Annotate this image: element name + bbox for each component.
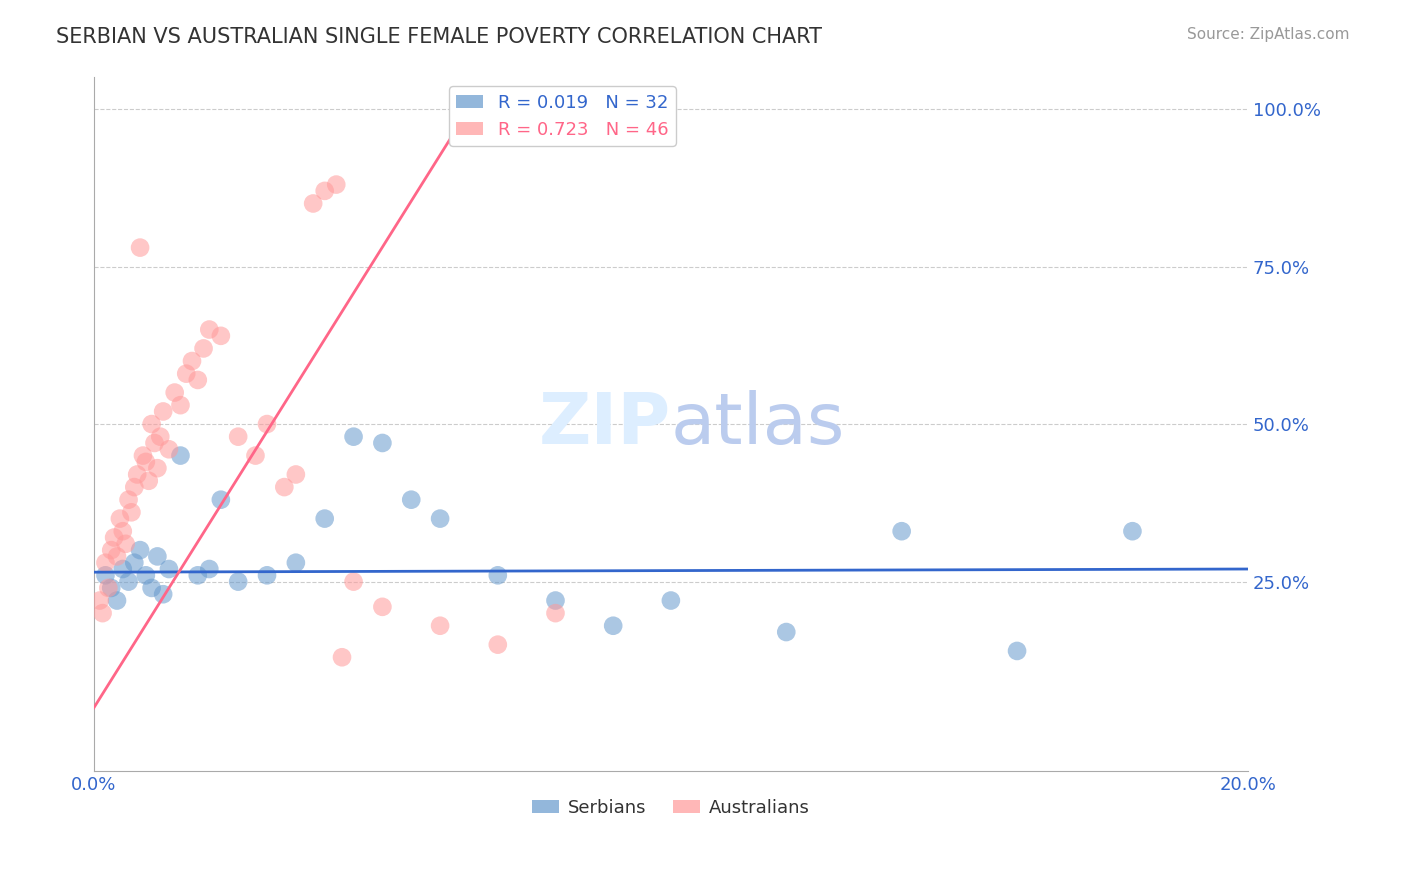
Point bbox=[105, 549, 128, 564]
Point bbox=[193, 342, 215, 356]
Point bbox=[169, 398, 191, 412]
Point bbox=[544, 593, 567, 607]
Point bbox=[105, 593, 128, 607]
Point bbox=[100, 543, 122, 558]
Point bbox=[141, 581, 163, 595]
Point bbox=[174, 367, 197, 381]
Point bbox=[152, 404, 174, 418]
Point bbox=[775, 625, 797, 640]
Text: atlas: atlas bbox=[671, 390, 845, 458]
Point bbox=[209, 492, 232, 507]
Point bbox=[94, 556, 117, 570]
Point bbox=[127, 467, 149, 482]
Point bbox=[429, 619, 451, 633]
Point bbox=[209, 328, 232, 343]
Point bbox=[371, 436, 394, 450]
Point bbox=[103, 531, 125, 545]
Point bbox=[302, 196, 325, 211]
Point bbox=[198, 562, 221, 576]
Point bbox=[486, 638, 509, 652]
Point bbox=[117, 574, 139, 589]
Point bbox=[94, 568, 117, 582]
Point bbox=[1005, 644, 1028, 658]
Point bbox=[284, 556, 307, 570]
Point bbox=[114, 537, 136, 551]
Point bbox=[314, 184, 336, 198]
Point bbox=[135, 455, 157, 469]
Point bbox=[124, 480, 146, 494]
Point bbox=[129, 241, 152, 255]
Point bbox=[890, 524, 912, 539]
Point bbox=[602, 619, 624, 633]
Point bbox=[146, 549, 169, 564]
Text: ZIP: ZIP bbox=[538, 390, 671, 458]
Point bbox=[169, 449, 191, 463]
Point bbox=[91, 606, 114, 620]
Point bbox=[132, 449, 155, 463]
Point bbox=[111, 524, 134, 539]
Point bbox=[399, 492, 422, 507]
Point bbox=[111, 562, 134, 576]
Point bbox=[256, 417, 278, 431]
Point bbox=[226, 574, 249, 589]
Point bbox=[342, 430, 364, 444]
Legend: Serbians, Australians: Serbians, Australians bbox=[524, 791, 817, 824]
Point bbox=[100, 581, 122, 595]
Point bbox=[187, 373, 209, 387]
Point bbox=[124, 556, 146, 570]
Point bbox=[1121, 524, 1143, 539]
Point bbox=[163, 385, 186, 400]
Point bbox=[314, 511, 336, 525]
Point bbox=[325, 178, 347, 192]
Point bbox=[544, 606, 567, 620]
Point bbox=[117, 492, 139, 507]
Point bbox=[135, 568, 157, 582]
Point bbox=[143, 436, 166, 450]
Point bbox=[330, 650, 353, 665]
Point bbox=[659, 593, 682, 607]
Point bbox=[226, 430, 249, 444]
Point bbox=[138, 474, 160, 488]
Point bbox=[152, 587, 174, 601]
Point bbox=[129, 543, 152, 558]
Text: Source: ZipAtlas.com: Source: ZipAtlas.com bbox=[1187, 27, 1350, 42]
Point bbox=[371, 599, 394, 614]
Point bbox=[429, 511, 451, 525]
Point bbox=[486, 568, 509, 582]
Point bbox=[198, 322, 221, 336]
Point bbox=[108, 511, 131, 525]
Point bbox=[181, 354, 204, 368]
Point bbox=[284, 467, 307, 482]
Text: SERBIAN VS AUSTRALIAN SINGLE FEMALE POVERTY CORRELATION CHART: SERBIAN VS AUSTRALIAN SINGLE FEMALE POVE… bbox=[56, 27, 823, 46]
Point bbox=[256, 568, 278, 582]
Point bbox=[245, 449, 267, 463]
Point bbox=[187, 568, 209, 582]
Point bbox=[141, 417, 163, 431]
Point bbox=[120, 505, 142, 519]
Point bbox=[157, 562, 180, 576]
Point bbox=[97, 581, 120, 595]
Point bbox=[146, 461, 169, 475]
Point bbox=[342, 574, 364, 589]
Point bbox=[89, 593, 111, 607]
Point bbox=[149, 430, 172, 444]
Point bbox=[273, 480, 295, 494]
Point bbox=[157, 442, 180, 457]
